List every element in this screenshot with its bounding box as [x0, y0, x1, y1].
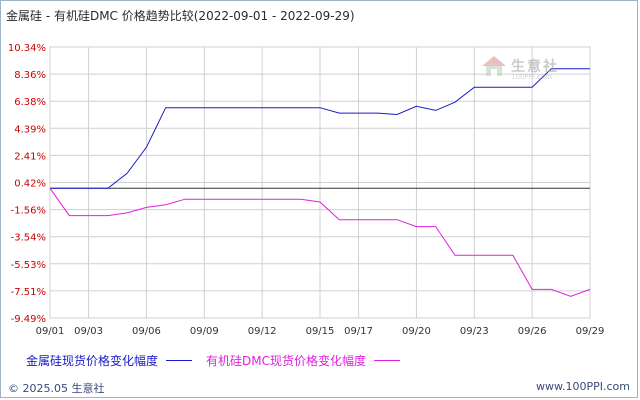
y-tick-label: -9.49% — [11, 314, 46, 325]
x-tick-label: 09/03 — [74, 326, 103, 337]
x-tick-label: 09/29 — [576, 326, 605, 337]
chart-legend: 金属硅现货价格变化幅度 有机硅DMC现货价格变化幅度 — [26, 352, 414, 369]
y-tick-label: 2.41% — [14, 151, 46, 162]
watermark-url: 100PPI.com — [511, 73, 553, 81]
house-icon — [482, 56, 506, 76]
x-tick-label: 09/17 — [344, 326, 373, 337]
legend-swatch-silicon — [166, 360, 193, 361]
y-tick-label: 6.38% — [14, 97, 46, 108]
legend-label-dmc: 有机硅DMC现货价格变化幅度 — [206, 354, 366, 368]
x-tick-label: 09/09 — [190, 326, 219, 337]
legend-swatch-dmc — [374, 360, 400, 361]
legend-label-silicon: 金属硅现货价格变化幅度 — [26, 354, 159, 368]
y-tick-label: 10.34% — [8, 43, 46, 54]
y-tick-label: 8.36% — [14, 70, 46, 81]
x-tick-label: 09/23 — [460, 326, 489, 337]
x-tick-label: 09/06 — [132, 326, 161, 337]
legend-item-silicon: 金属硅现货价格变化幅度 — [26, 352, 193, 369]
x-tick-label: 09/20 — [402, 326, 431, 337]
footer-copyright: © 2025.05 生意社 — [8, 382, 105, 395]
y-tick-label: -5.53% — [11, 260, 46, 271]
y-tick-label: 4.39% — [14, 124, 46, 135]
y-tick-label: 0.42% — [14, 179, 46, 190]
chart-title: 金属硅 - 有机硅DMC 价格趋势比较(2022-09-01 - 2022-09… — [6, 9, 355, 23]
x-tick-label: 09/01 — [36, 326, 65, 337]
y-tick-label: -7.51% — [11, 287, 46, 298]
y-tick-label: -1.56% — [11, 206, 46, 217]
x-tick-label: 09/26 — [518, 326, 547, 337]
x-tick-label: 09/15 — [306, 326, 335, 337]
x-tick-label: 09/12 — [248, 326, 277, 337]
watermark-logo: 生意社 100PPI.com — [481, 55, 559, 81]
series-line-1 — [49, 188, 591, 297]
legend-item-dmc: 有机硅DMC现货价格变化幅度 — [206, 352, 400, 369]
watermark-text: 生意社 — [511, 59, 559, 75]
series-line-0 — [50, 68, 590, 189]
y-tick-label: -3.54% — [11, 233, 46, 244]
footer-url-link[interactable]: www.100PPI.com — [536, 380, 630, 393]
